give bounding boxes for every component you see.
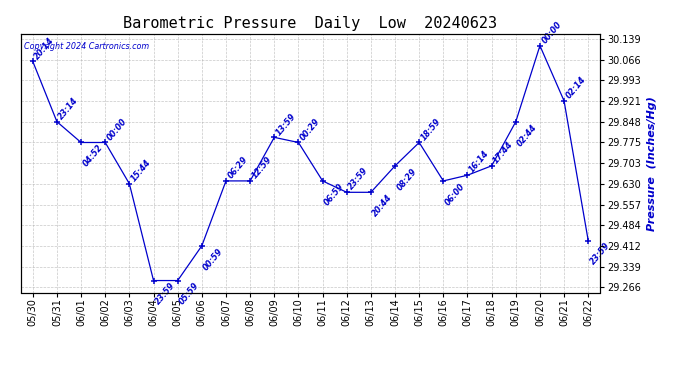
Text: 00:59: 00:59 [201, 246, 225, 272]
Text: 12:59: 12:59 [250, 155, 273, 180]
Text: 08:29: 08:29 [395, 166, 418, 192]
Text: 00:00: 00:00 [540, 20, 563, 45]
Text: 23:59: 23:59 [346, 166, 370, 192]
Title: Barometric Pressure  Daily  Low  20240623: Barometric Pressure Daily Low 20240623 [124, 16, 497, 31]
Text: 00:29: 00:29 [298, 116, 322, 142]
Text: 04:52: 04:52 [81, 143, 104, 169]
Text: 13:59: 13:59 [274, 111, 297, 137]
Text: 06:29: 06:29 [226, 155, 249, 180]
Text: 23:59: 23:59 [153, 281, 177, 307]
Text: 23:14: 23:14 [57, 96, 80, 121]
Text: 05:59: 05:59 [177, 281, 201, 307]
Text: 02:44: 02:44 [515, 122, 539, 148]
Text: 02:14: 02:14 [564, 75, 587, 100]
Text: 20:14: 20:14 [33, 35, 56, 61]
Y-axis label: Pressure  (Inches/Hg): Pressure (Inches/Hg) [647, 96, 657, 231]
Text: 15:44: 15:44 [129, 158, 152, 183]
Text: 23:59: 23:59 [588, 241, 611, 267]
Text: 17:44: 17:44 [491, 140, 515, 165]
Text: 00:00: 00:00 [105, 116, 128, 142]
Text: 16:14: 16:14 [467, 149, 491, 175]
Text: 20:44: 20:44 [371, 193, 394, 218]
Text: 06:00: 06:00 [443, 182, 466, 207]
Text: 06:59: 06:59 [322, 182, 346, 207]
Text: 18:59: 18:59 [419, 116, 442, 142]
Text: Copyright 2024 Cartronics.com: Copyright 2024 Cartronics.com [23, 42, 149, 51]
